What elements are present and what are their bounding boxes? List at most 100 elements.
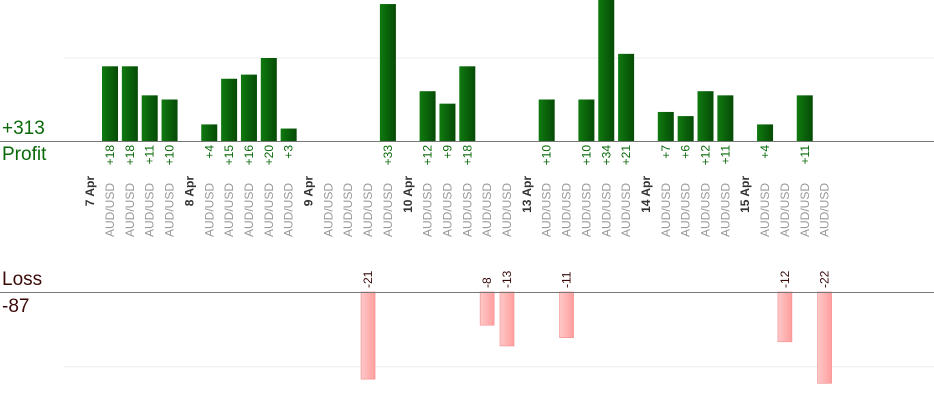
pair-label: AUD/USD	[440, 183, 454, 237]
pair-label: AUD/USD	[778, 183, 792, 237]
pair-label: AUD/USD	[361, 183, 375, 237]
profit-value-label: +7	[659, 145, 673, 159]
pair-label: AUD/USD	[798, 183, 812, 237]
profit-bar	[657, 111, 674, 141]
profit-value-label: +10	[579, 145, 593, 166]
loss-bar	[499, 291, 515, 347]
profit-bar	[201, 124, 218, 141]
pair-label: AUD/USD	[163, 183, 177, 237]
pair-label: AUD/USD	[480, 183, 494, 237]
profit-bar	[439, 103, 456, 141]
profit-value-label: +11	[143, 145, 157, 165]
loss-bar	[559, 291, 574, 338]
loss-bar	[817, 291, 832, 384]
profit-bar	[677, 116, 694, 141]
profit-value-label: +20	[262, 145, 276, 166]
loss-bar	[360, 291, 376, 380]
profit-bar	[240, 74, 257, 141]
profit-bar	[419, 91, 436, 141]
loss-value-label: -11	[560, 271, 574, 288]
loss-value-label: -8	[480, 277, 494, 288]
profit-value-label: +6	[679, 145, 693, 159]
pair-label: AUD/USD	[282, 183, 296, 237]
date-label: 8 Apr	[182, 176, 196, 207]
date-label: 13 Apr	[520, 176, 534, 213]
profit-value-label: +10	[163, 145, 177, 166]
pair-label: AUD/USD	[500, 183, 514, 237]
date-label: 14 Apr	[639, 176, 653, 213]
profit-value-label: +11	[718, 145, 732, 165]
profit-bar	[260, 58, 277, 141]
pair-label: AUD/USD	[460, 183, 474, 237]
pair-label: AUD/USD	[679, 183, 693, 237]
date-label: 10 Apr	[401, 176, 415, 213]
pair-label: AUD/USD	[699, 183, 713, 237]
pair-label: AUD/USD	[341, 183, 355, 237]
pair-label: AUD/USD	[619, 183, 633, 237]
profit-bar	[141, 95, 158, 141]
pair-label: AUD/USD	[103, 183, 117, 237]
profit-value-label: +15	[222, 145, 236, 166]
profit-total: +313	[2, 118, 45, 139]
profit-bar	[598, 0, 615, 142]
profit-bar	[280, 128, 297, 141]
loss-value-label: -21	[361, 270, 375, 288]
profit-value-label: +18	[103, 145, 117, 166]
profit-value-label: +12	[421, 145, 435, 166]
pair-label: AUD/USD	[758, 183, 772, 237]
pair-label: AUD/USD	[659, 183, 673, 237]
pair-label: AUD/USD	[818, 183, 832, 237]
loss-bar	[479, 291, 495, 326]
date-label: 7 Apr	[83, 176, 97, 207]
profit-value-label: +33	[381, 145, 395, 166]
pair-label: AUD/USD	[381, 183, 395, 237]
loss-bar	[777, 291, 793, 343]
profit-bar	[697, 91, 714, 141]
profit-bar	[121, 66, 138, 141]
profit-value-label: +3	[282, 145, 296, 159]
profit-value-label: +34	[599, 145, 613, 166]
profit-value-label: +9	[440, 145, 454, 159]
date-label: 9 Apr	[302, 176, 316, 207]
profit-bar	[717, 95, 734, 141]
loss-total: -87	[2, 296, 30, 317]
profit-value-label: +10	[540, 145, 554, 166]
profit-value-label: +4	[202, 145, 216, 159]
profit-value-label: +21	[619, 145, 633, 166]
loss-value-label: -22	[818, 270, 832, 288]
profit-value-label: +12	[699, 145, 713, 166]
pair-label: AUD/USD	[222, 183, 236, 237]
pair-label: AUD/USD	[718, 183, 732, 237]
pair-label: AUD/USD	[321, 183, 335, 237]
pair-label: AUD/USD	[540, 183, 554, 237]
profit-bar	[618, 53, 635, 141]
pair-label: AUD/USD	[242, 183, 256, 237]
profit-bar	[578, 99, 595, 141]
loss-label: Loss	[2, 269, 43, 290]
pair-label: AUD/USD	[262, 183, 276, 237]
pair-label: AUD/USD	[123, 183, 137, 237]
profit-label: Profit	[2, 144, 47, 165]
pair-label: AUD/USD	[599, 183, 613, 237]
pair-label: AUD/USD	[579, 183, 593, 237]
profit-value-label: +18	[123, 145, 137, 166]
date-label: 15 Apr	[738, 176, 752, 213]
profit-value-label: +18	[460, 145, 474, 166]
loss-value-label: -13	[500, 270, 514, 288]
profit-bar	[221, 78, 238, 141]
pair-label: AUD/USD	[202, 183, 216, 237]
pair-label: AUD/USD	[143, 183, 157, 237]
pair-label: AUD/USD	[421, 183, 435, 237]
profit-value-label: +4	[758, 145, 772, 159]
profit-bar	[459, 66, 476, 141]
profit-bar	[379, 4, 396, 141]
profit-value-label: +16	[242, 145, 256, 166]
profit-bar	[102, 66, 118, 141]
profit-bar	[538, 99, 555, 141]
profit-bar	[757, 124, 774, 141]
pair-label: AUD/USD	[560, 183, 574, 237]
profit-bar	[161, 99, 178, 141]
loss-value-label: -12	[778, 270, 792, 288]
profit-value-label: +11	[798, 145, 812, 165]
